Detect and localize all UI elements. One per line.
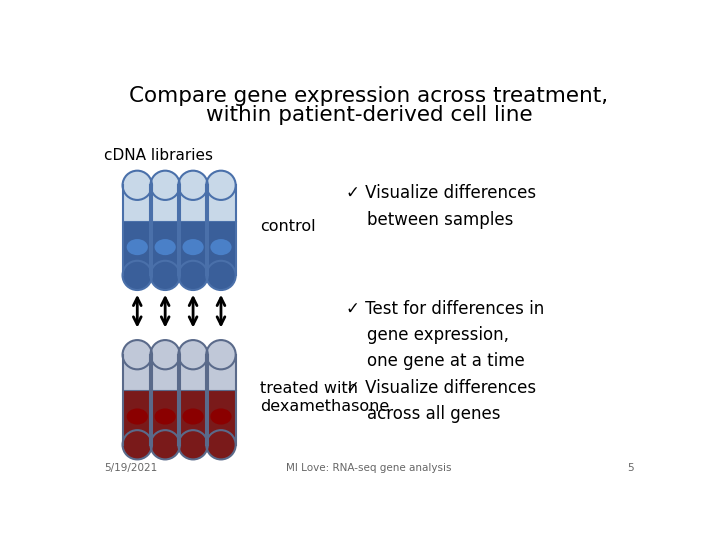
Bar — [179, 355, 208, 445]
Ellipse shape — [179, 261, 208, 290]
Ellipse shape — [122, 430, 152, 460]
Ellipse shape — [206, 171, 235, 200]
Ellipse shape — [122, 340, 152, 369]
Bar — [179, 355, 208, 390]
Ellipse shape — [155, 408, 176, 424]
Text: ✓ Visualize differences
    between samples: ✓ Visualize differences between samples — [346, 184, 536, 228]
Ellipse shape — [206, 340, 235, 369]
Ellipse shape — [150, 340, 180, 369]
Bar — [122, 355, 152, 390]
Text: 5: 5 — [627, 463, 634, 473]
Bar — [206, 185, 235, 221]
Text: Compare gene expression across treatment,: Compare gene expression across treatment… — [130, 86, 608, 106]
Text: control: control — [261, 219, 316, 234]
Ellipse shape — [122, 261, 152, 290]
Text: MI Love: RNA-seq gene analysis: MI Love: RNA-seq gene analysis — [287, 463, 451, 473]
Bar — [122, 185, 152, 275]
Text: within patient-derived cell line: within patient-derived cell line — [206, 105, 532, 125]
Bar — [179, 185, 208, 275]
Ellipse shape — [179, 340, 208, 369]
Text: 5/19/2021: 5/19/2021 — [104, 463, 157, 473]
Ellipse shape — [210, 408, 232, 424]
Bar — [150, 185, 180, 275]
Ellipse shape — [127, 408, 148, 424]
Text: ✓ Test for differences in
    gene expression,
    one gene at a time: ✓ Test for differences in gene expressio… — [346, 300, 544, 370]
Bar — [122, 355, 152, 445]
Text: treated with
dexamethasone: treated with dexamethasone — [261, 381, 390, 414]
Bar — [206, 355, 235, 445]
Bar — [122, 185, 152, 221]
Ellipse shape — [179, 430, 208, 460]
Bar — [206, 355, 235, 390]
Ellipse shape — [127, 239, 148, 255]
Ellipse shape — [210, 239, 232, 255]
Bar — [150, 355, 180, 390]
Ellipse shape — [206, 261, 235, 290]
Ellipse shape — [150, 261, 180, 290]
Ellipse shape — [155, 239, 176, 255]
Ellipse shape — [150, 430, 180, 460]
Text: cDNA libraries: cDNA libraries — [104, 148, 213, 163]
Ellipse shape — [122, 171, 152, 200]
Bar — [206, 185, 235, 275]
Bar — [179, 185, 208, 221]
Ellipse shape — [206, 430, 235, 460]
Text: ✓ Visualize differences
    across all genes: ✓ Visualize differences across all genes — [346, 379, 536, 423]
Ellipse shape — [150, 171, 180, 200]
Ellipse shape — [182, 239, 204, 255]
Bar — [150, 185, 180, 221]
Ellipse shape — [179, 171, 208, 200]
Ellipse shape — [182, 408, 204, 424]
Bar — [150, 355, 180, 445]
